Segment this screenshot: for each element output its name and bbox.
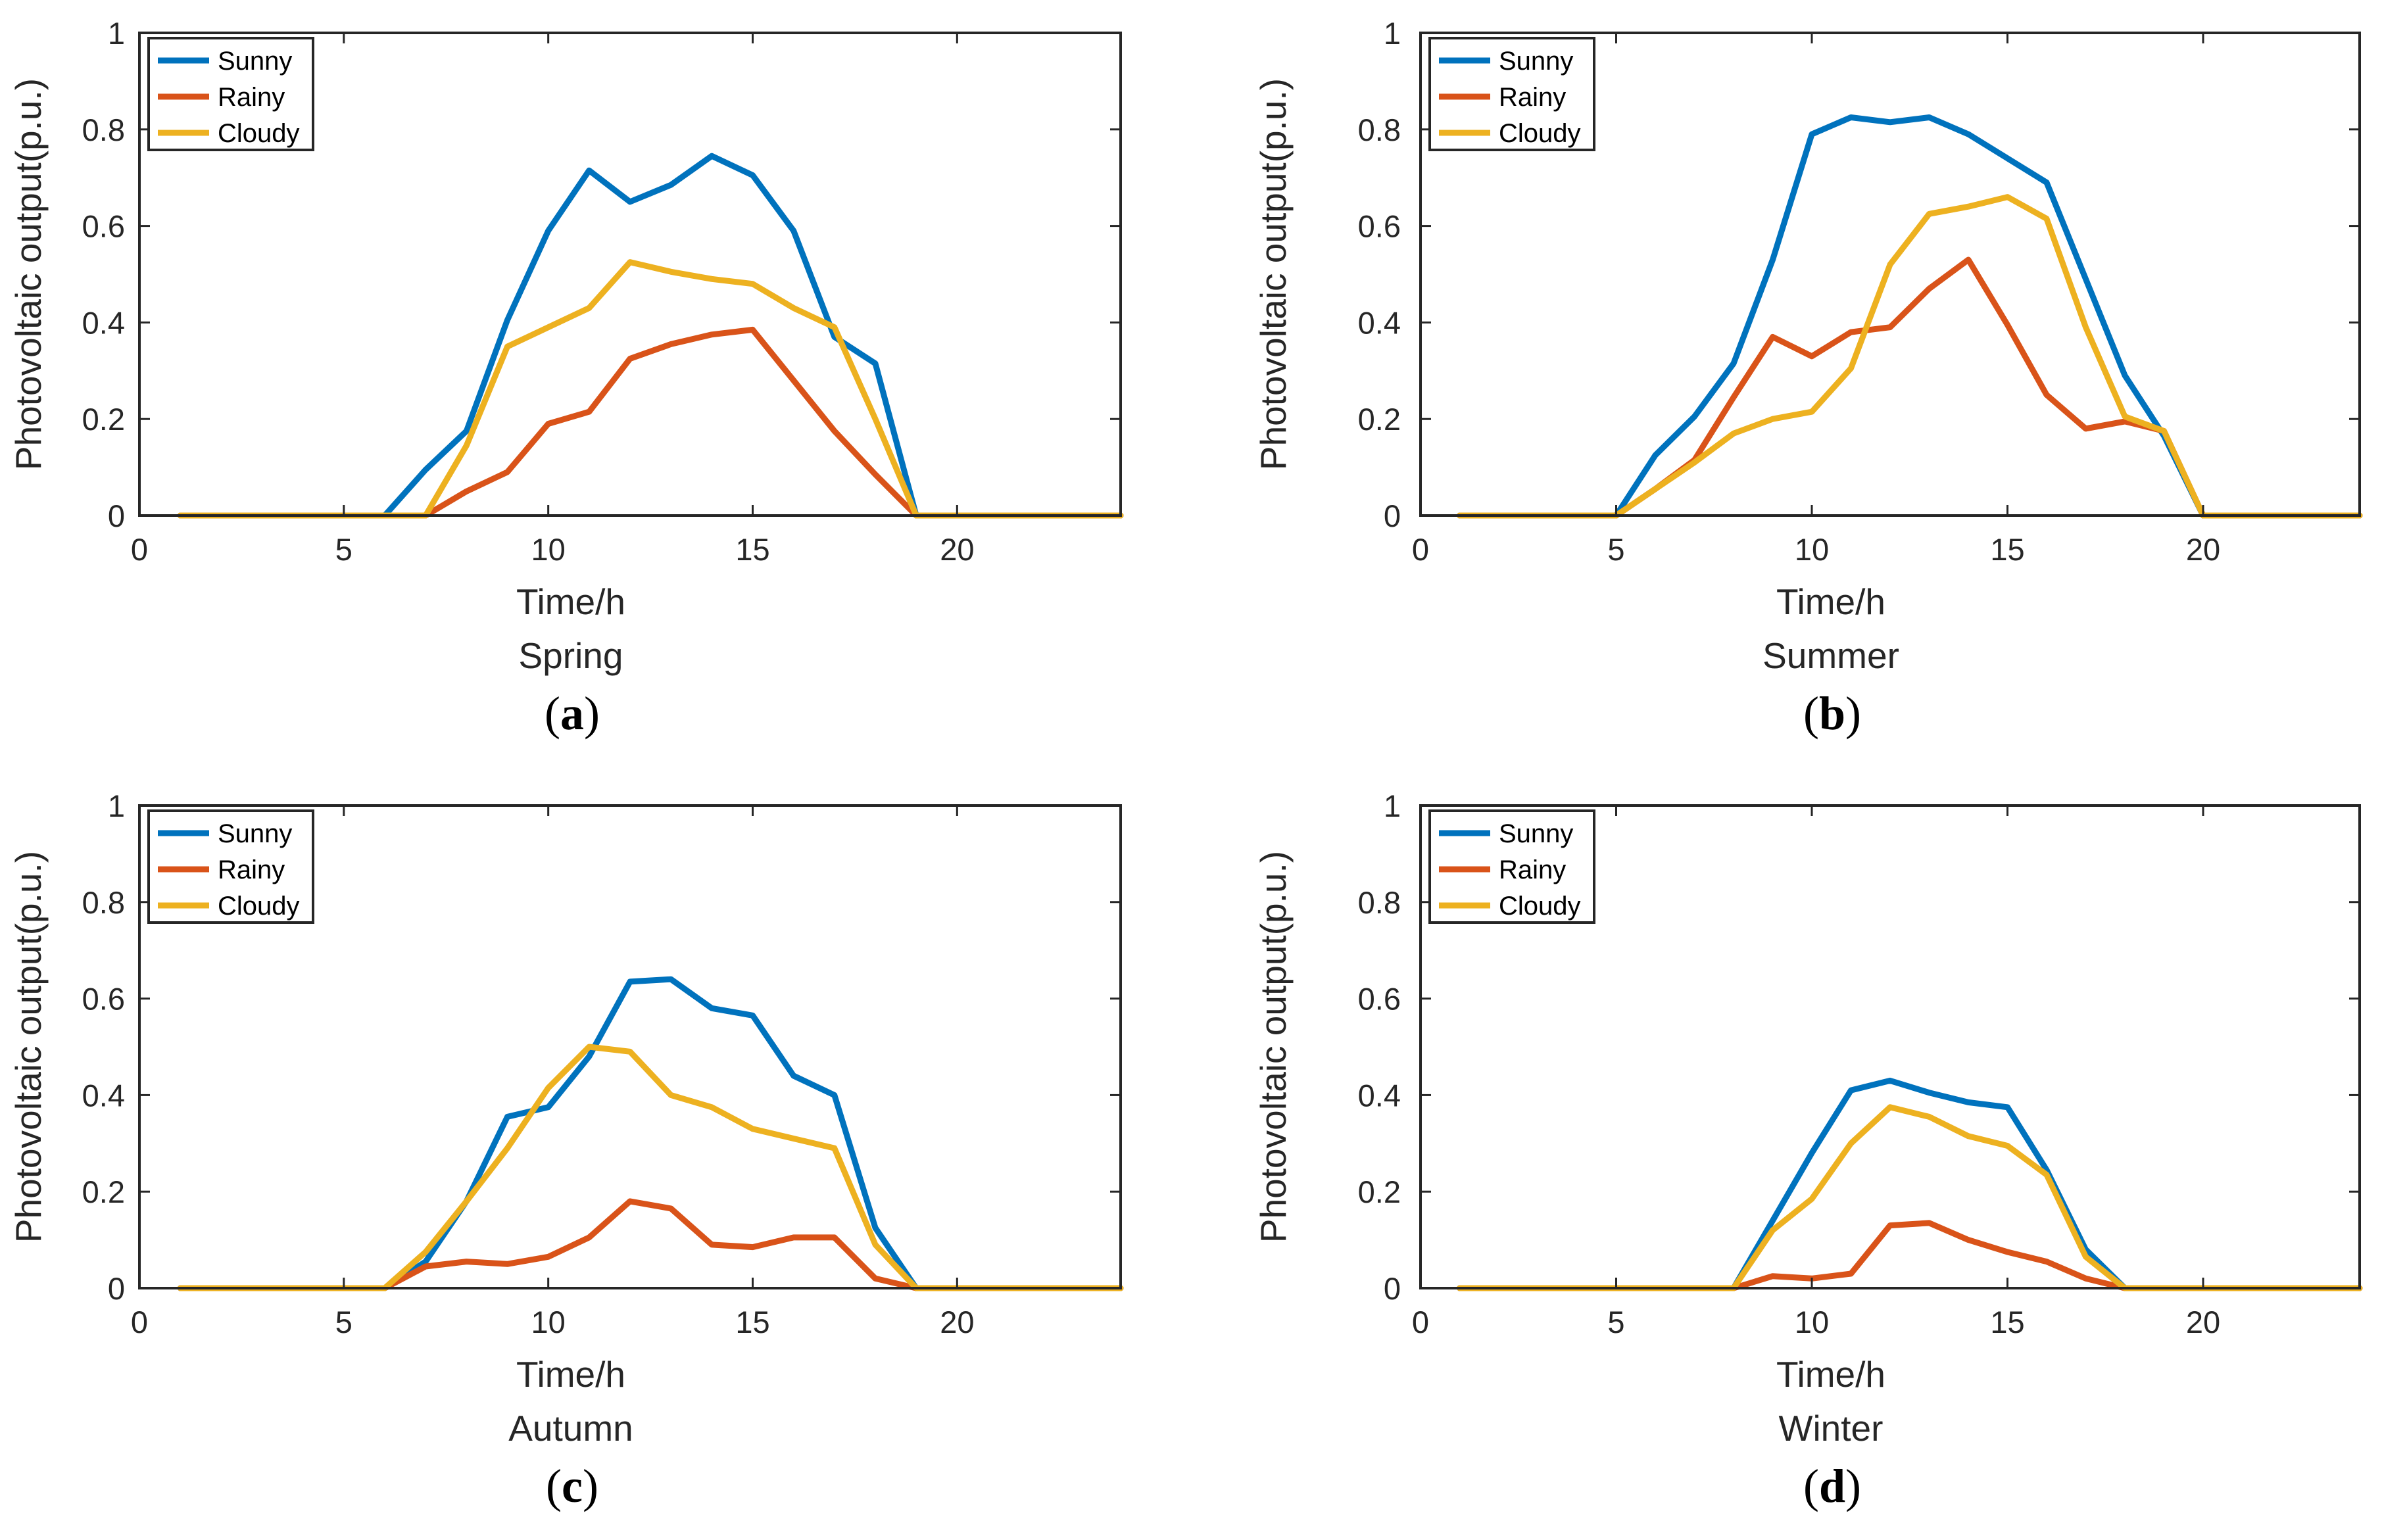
y-tick-label: 1 [108, 16, 125, 51]
x-axis-label: Time/h [516, 581, 625, 622]
legend-label-cloudy: Cloudy [218, 119, 300, 148]
x-tick-label: 20 [940, 1305, 974, 1339]
legend: Sunny Rainy Cloudy [147, 37, 314, 151]
chart-subtitle: Winter [1779, 1408, 1884, 1449]
y-tick-label: 0.4 [82, 1078, 125, 1113]
y-tick-label: 0.6 [1358, 982, 1401, 1017]
y-tick-label: 0 [1384, 1271, 1401, 1306]
y-tick-label: 0.4 [82, 305, 125, 340]
y-tick-label: 0 [108, 498, 125, 533]
legend-label-rainy: Rainy [1499, 855, 1566, 884]
axes-box [1419, 32, 2361, 517]
legend: Sunny Rainy Cloudy [147, 809, 314, 924]
x-tick-label: 15 [1990, 532, 2024, 567]
legend-label-rainy: Rainy [1499, 83, 1566, 112]
y-tick-label: 0.8 [1358, 112, 1401, 147]
x-tick-label: 0 [1412, 532, 1429, 567]
y-tick-label: 1 [1384, 16, 1401, 51]
y-tick-label: 0.6 [1358, 209, 1401, 244]
chart-subtitle: Summer [1762, 635, 1899, 676]
panel-label: (c) [546, 1460, 598, 1512]
panel-label: (a) [545, 687, 600, 740]
legend-label-cloudy: Cloudy [1499, 892, 1581, 921]
x-tick-label: 15 [1990, 1305, 2024, 1339]
legend-label-sunny: Sunny [218, 47, 292, 76]
y-tick-label: 0 [1384, 498, 1401, 533]
chart-subtitle: Autumn [508, 1408, 633, 1449]
y-axis-label: Photovoltaic output(p.u.) [8, 78, 49, 470]
x-tick-label: 15 [735, 1305, 769, 1339]
x-tick-label: 20 [940, 532, 974, 567]
legend-label-cloudy: Cloudy [1499, 119, 1581, 148]
y-axis-label: Photovoltaic output(p.u.) [8, 851, 49, 1243]
chart-panel-b: 0 5 10 15 20 0 0.2 0.4 0.6 0.8 1 Time/h Summer Photov… [1253, 16, 2363, 740]
x-tick-label: 0 [1412, 1305, 1429, 1339]
x-axis-label: Time/h [1776, 581, 1885, 622]
y-tick-label: 0.8 [82, 112, 125, 147]
y-axis-label: Photovoltaic output(p.u.) [1253, 851, 1294, 1243]
x-tick-label: 20 [2186, 532, 2220, 567]
x-tick-label: 5 [335, 1305, 352, 1339]
y-tick-label: 0.8 [1358, 885, 1401, 920]
x-tick-label: 10 [1795, 1305, 1829, 1339]
axes-box [138, 804, 1122, 1289]
legend: Sunny Rainy Cloudy [1428, 37, 1595, 151]
y-tick-label: 1 [108, 788, 125, 823]
y-tick-label: 1 [1384, 788, 1401, 823]
y-tick-label: 0.6 [82, 982, 125, 1017]
x-axis-label: Time/h [516, 1354, 625, 1395]
x-tick-label: 5 [1607, 1305, 1624, 1339]
x-tick-label: 10 [1795, 532, 1829, 567]
x-tick-label: 0 [131, 532, 148, 567]
y-tick-label: 0.6 [82, 209, 125, 244]
x-tick-label: 10 [531, 1305, 566, 1339]
chart-panel-c: 0 5 10 15 20 0 0.2 0.4 0.6 0.8 1 Time/h Autumn Photov… [8, 788, 1124, 1512]
x-tick-label: 5 [335, 532, 352, 567]
legend: Sunny Rainy Cloudy [1428, 809, 1595, 924]
x-axis-label: Time/h [1776, 1354, 1885, 1395]
legend-label-sunny: Sunny [218, 819, 292, 848]
panel-label: (d) [1803, 1460, 1861, 1512]
x-tick-label: 15 [735, 532, 769, 567]
chart-panel-a: 0 5 10 15 20 0 0.2 0.4 0.6 0.8 1 Time/h Spring Photov… [8, 16, 1124, 740]
x-tick-label: 0 [131, 1305, 148, 1339]
legend-label-rainy: Rainy [218, 83, 285, 112]
y-tick-label: 0.2 [82, 1174, 125, 1209]
legend-label-sunny: Sunny [1499, 819, 1573, 848]
y-axis-label: Photovoltaic output(p.u.) [1253, 78, 1294, 470]
axes-box [1419, 804, 2361, 1289]
y-tick-label: 0.4 [1358, 1078, 1401, 1113]
chart-panel-d: 0 5 10 15 20 0 0.2 0.4 0.6 0.8 1 Time/h Winter Photov… [1253, 788, 2363, 1512]
panel-label: (b) [1803, 687, 1861, 740]
y-tick-label: 0 [108, 1271, 125, 1306]
legend-label-rainy: Rainy [218, 855, 285, 884]
y-tick-label: 0.2 [82, 402, 125, 437]
y-tick-label: 0.2 [1358, 1174, 1401, 1209]
y-tick-label: 0.4 [1358, 305, 1401, 340]
legend-label-cloudy: Cloudy [218, 892, 300, 921]
x-tick-label: 5 [1607, 532, 1624, 567]
x-tick-label: 10 [531, 532, 566, 567]
y-tick-label: 0.8 [82, 885, 125, 920]
y-tick-label: 0.2 [1358, 402, 1401, 437]
x-tick-label: 20 [2186, 1305, 2220, 1339]
legend-label-sunny: Sunny [1499, 47, 1573, 76]
chart-subtitle: Spring [519, 635, 623, 676]
axes-box [138, 32, 1122, 517]
